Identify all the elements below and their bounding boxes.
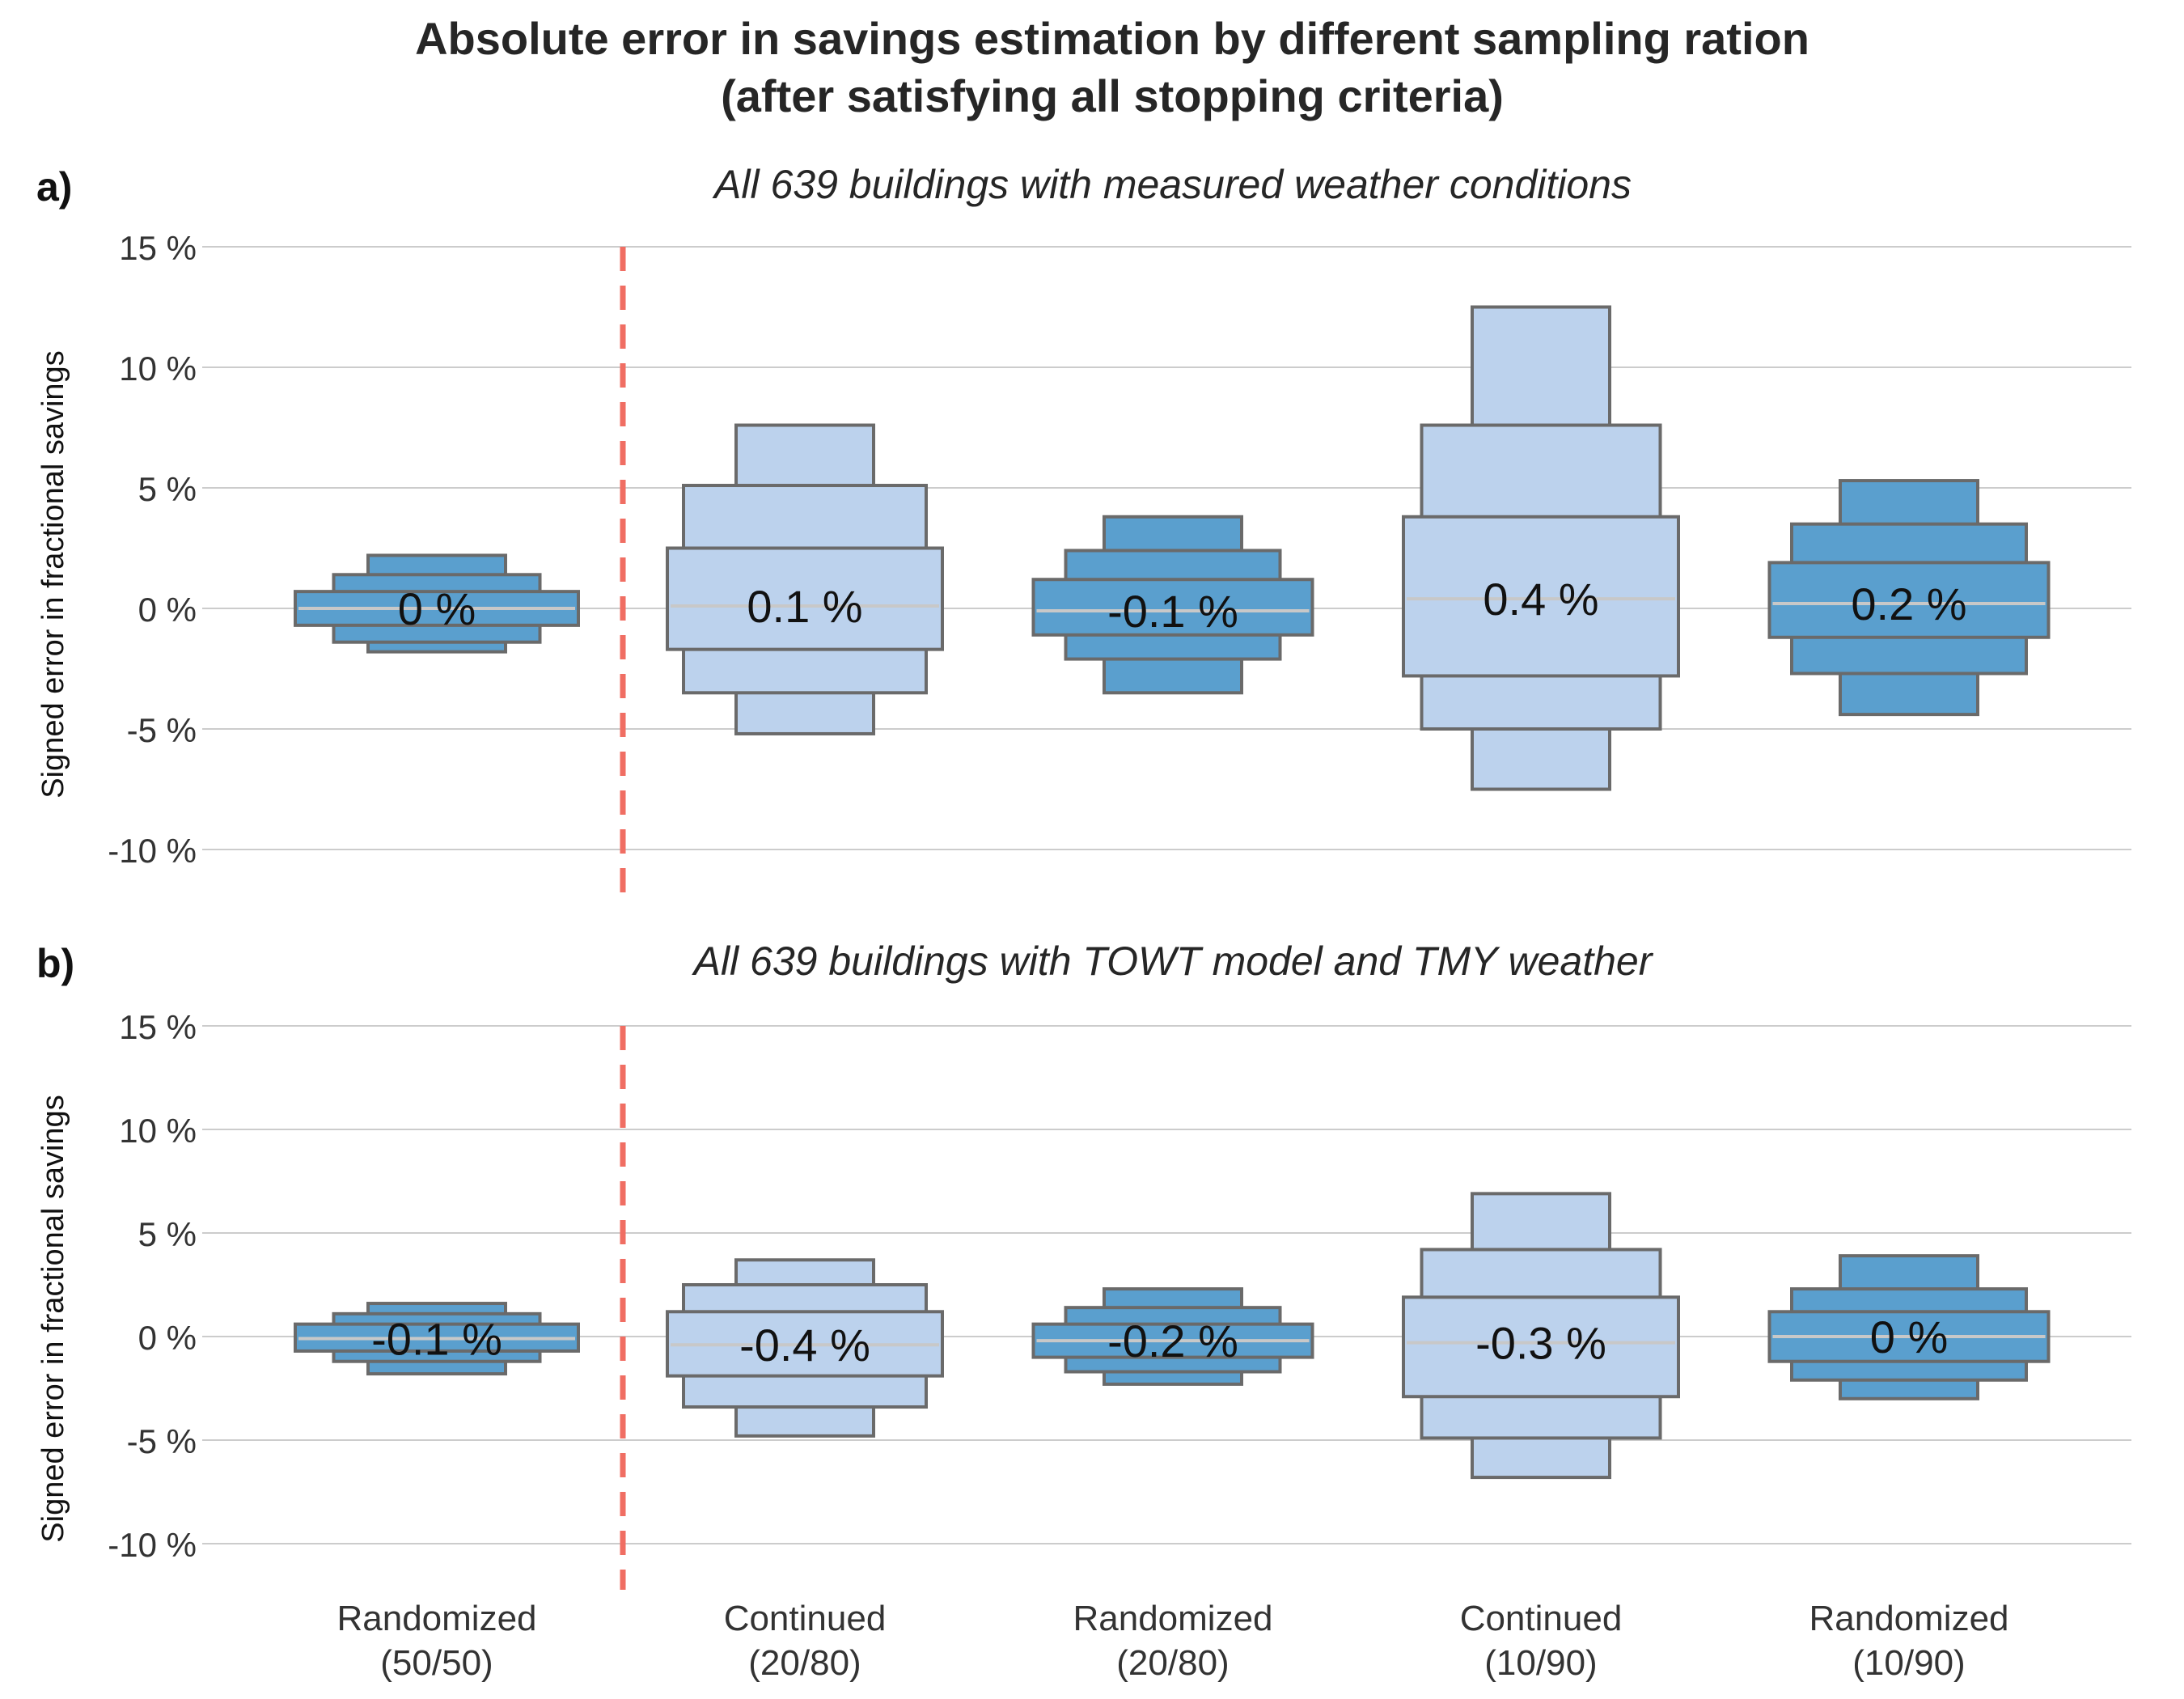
y-tick-label: -5 %: [127, 1422, 197, 1460]
panel-a-title: All 639 buildings with measured weather …: [712, 162, 1632, 207]
boxen-category: -0.1 %: [1031, 515, 1314, 695]
y-tick-label: 10 %: [119, 1112, 197, 1150]
x-tick-label: Continued: [724, 1599, 887, 1638]
boxen-category: -0.1 %: [294, 1302, 580, 1376]
median-value-label: -0.1 %: [1107, 586, 1238, 637]
boxen-box: [1031, 578, 1314, 637]
x-tick-label: (50/50): [380, 1643, 493, 1683]
x-tick-label: (20/80): [1116, 1643, 1229, 1683]
x-axis-labels: Randomized (50/50) Continued (20/80) Randomi…: [336, 1599, 2008, 1683]
boxen-category: 0 %: [1767, 1254, 2051, 1400]
boxen-category: 0.4 %: [1402, 305, 1680, 791]
y-tick-label: -5 %: [127, 711, 197, 749]
panel-b-ylabel: Signed error in fractional savings: [36, 1095, 70, 1542]
boxen-box: [1402, 1295, 1680, 1399]
boxen-box: [1767, 561, 2051, 639]
boxen-category: 0.2 %: [1767, 479, 2051, 717]
boxen-category: 0.1 %: [666, 423, 944, 735]
y-tick-label: -10 %: [108, 1526, 197, 1564]
y-tick-label: 10 %: [119, 350, 197, 388]
y-tick-label: 15 %: [119, 229, 197, 267]
x-tick-label: Continued: [1460, 1599, 1623, 1638]
y-tick-label: 15 %: [119, 1008, 197, 1046]
median-value-label: 0.2 %: [1851, 578, 1966, 629]
median-value-label: -0.2 %: [1107, 1316, 1238, 1366]
boxen-box: [1402, 515, 1680, 678]
y-tick-label: 5 %: [138, 470, 197, 508]
y-tick-label: -10 %: [108, 832, 197, 870]
figure-title-line2: (after satisfying all stopping criteria): [721, 70, 1504, 121]
x-tick-label: Randomized: [1809, 1599, 2008, 1638]
boxen-category: -0.2 %: [1031, 1287, 1314, 1386]
x-tick-label: (10/90): [1484, 1643, 1597, 1683]
y-tick-label: 5 %: [138, 1215, 197, 1253]
panel-a-label: a): [36, 164, 72, 210]
boxen-category: -0.3 %: [1402, 1192, 1680, 1480]
figure-title-line1: Absolute error in savings estimation by …: [415, 13, 1809, 64]
median-value-label: -0.4 %: [739, 1320, 870, 1371]
boxen-box: [666, 546, 944, 651]
y-tick-label: 0 %: [138, 591, 197, 629]
x-tick-label: (10/90): [1852, 1643, 1965, 1683]
median-value-label: -0.3 %: [1475, 1318, 1606, 1369]
panel-b-label: b): [36, 941, 74, 986]
median-value-label: 0.1 %: [747, 581, 862, 632]
median-value-label: 0 %: [1870, 1311, 1949, 1362]
median-value-label: -0.1 %: [371, 1314, 502, 1365]
panel-b-title: All 639 buildings with TOWT model and TM…: [692, 938, 1654, 984]
median-value-label: 0 %: [398, 583, 476, 634]
y-tick-label: 0 %: [138, 1319, 197, 1357]
x-tick-label: (20/80): [748, 1643, 861, 1683]
x-tick-label: Randomized: [336, 1599, 536, 1638]
median-value-label: 0.4 %: [1483, 574, 1598, 625]
boxen-category: 0 %: [294, 553, 580, 654]
panel-b: b) All 639 buildings with TOWT model and…: [36, 938, 2131, 1590]
x-tick-label: Randomized: [1073, 1599, 1272, 1638]
panel-a: a) All 639 buildings with measured weath…: [36, 162, 2131, 898]
panel-a-ylabel: Signed error in fractional savings: [36, 350, 70, 798]
boxen-category: -0.4 %: [666, 1258, 944, 1438]
